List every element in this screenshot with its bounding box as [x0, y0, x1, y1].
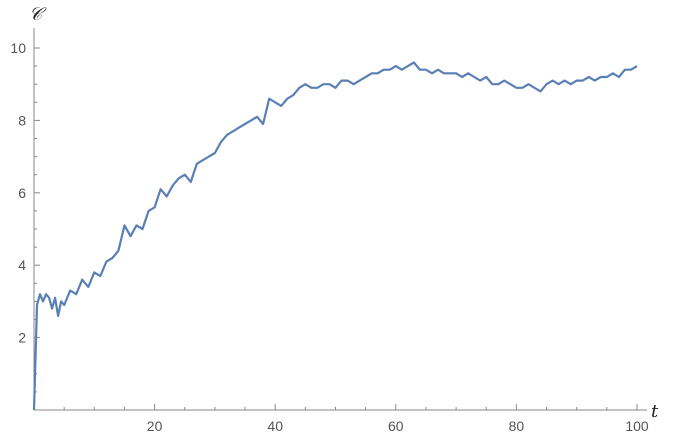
- x-tick-label: 80: [509, 418, 525, 434]
- series-line: [32, 61, 638, 411]
- x-ticks: 20 40 60 80 100: [63, 404, 649, 434]
- axes: [33, 28, 647, 411]
- y-tick-label: 8: [18, 112, 26, 128]
- series-layer: [32, 61, 638, 411]
- x-tick-label: 100: [625, 418, 649, 434]
- x-tick-label: 20: [147, 418, 163, 434]
- y-ticks: 2 4 6 8 10: [10, 40, 40, 393]
- y-tick-label: 4: [18, 257, 26, 273]
- y-tick-label: 2: [18, 330, 26, 346]
- y-tick-label: 10: [10, 40, 26, 56]
- y-tick-label: 6: [18, 185, 26, 201]
- x-axis-label: t: [651, 401, 659, 422]
- y-axis-label: 𝒞: [29, 4, 47, 25]
- x-tick-label: 40: [267, 418, 283, 434]
- x-tick-label: 60: [388, 418, 404, 434]
